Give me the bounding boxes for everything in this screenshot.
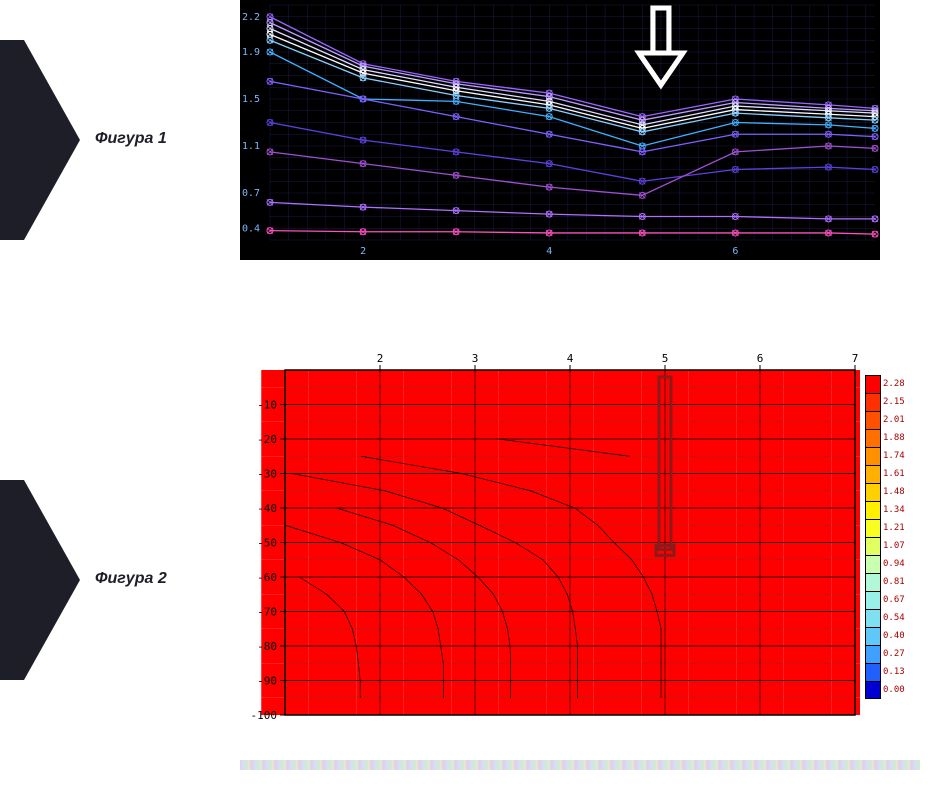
svg-text:-90: -90 [257,675,277,688]
legend-row: 2.15 [865,393,920,411]
svg-text:2.2: 2.2 [242,12,260,23]
legend-row: 2.28 [865,375,920,393]
legend-swatch [865,483,881,501]
figure2-label-block: Фигура 2 [0,480,200,680]
legend-value: 2.28 [883,379,905,389]
svg-text:7: 7 [852,352,859,365]
svg-text:0.4: 0.4 [242,223,260,234]
svg-text:-10: -10 [257,399,277,412]
figure1-line-chart: 0.4 0.7 1.1 1.5 1.9 2.2 2 4 6 [240,0,880,260]
legend-swatch [865,429,881,447]
legend-value: 1.34 [883,505,905,515]
svg-text:-30: -30 [257,468,277,481]
svg-text:3: 3 [472,352,479,365]
legend-row: 2.01 [865,411,920,429]
legend-row: 0.81 [865,573,920,591]
legend-value: 1.74 [883,451,905,461]
legend-swatch [865,591,881,609]
legend-swatch [865,501,881,519]
legend-row: 0.94 [865,555,920,573]
svg-text:-100: -100 [251,709,278,720]
legend-swatch [865,411,881,429]
legend-row: 0.54 [865,609,920,627]
figure2-caption: Фигура 2 [95,570,167,588]
svg-text:-20: -20 [257,433,277,446]
legend-row: 0.40 [865,627,920,645]
colorbar-legend: 2.28 2.15 2.01 1.88 1.74 1.61 1.48 1.34 … [865,375,920,699]
svg-text:0.7: 0.7 [242,188,260,199]
legend-row: 0.27 [865,645,920,663]
legend-value: 0.94 [883,559,905,569]
legend-swatch [865,555,881,573]
svg-text:-80: -80 [257,640,277,653]
svg-text:6: 6 [732,246,738,257]
figure2-heatmap: -10 -20 -30 -40 -50 -60 -70 -80 -90 -100 2 3 4 5 6 7 2.… [240,350,920,720]
legend-swatch [865,627,881,645]
arrow-shape [0,40,80,240]
legend-value: 0.13 [883,667,905,677]
legend-value: 1.48 [883,487,905,497]
legend-row: 1.74 [865,447,920,465]
svg-text:-60: -60 [257,571,277,584]
legend-value: 0.40 [883,631,905,641]
legend-row: 0.13 [865,663,920,681]
figure1-label-block: Фигура 1 [0,40,200,240]
legend-swatch [865,447,881,465]
svg-text:2: 2 [377,352,384,365]
svg-text:4: 4 [567,352,574,365]
svg-text:2: 2 [360,246,366,257]
legend-value: 2.01 [883,415,905,425]
svg-text:4: 4 [546,246,552,257]
svg-text:-70: -70 [257,606,277,619]
legend-swatch [865,609,881,627]
noise-strip [240,760,920,770]
figure1-caption: Фигура 1 [95,130,167,148]
legend-value: 0.67 [883,595,905,605]
legend-swatch [865,645,881,663]
legend-swatch [865,519,881,537]
legend-row: 1.07 [865,537,920,555]
legend-row: 0.00 [865,681,920,699]
legend-row: 1.21 [865,519,920,537]
legend-swatch [865,663,881,681]
legend-swatch [865,681,881,699]
legend-swatch [865,393,881,411]
legend-row: 0.67 [865,591,920,609]
svg-text:5: 5 [662,352,669,365]
legend-value: 0.27 [883,649,905,659]
legend-row: 1.34 [865,501,920,519]
svg-text:1.5: 1.5 [242,94,260,105]
legend-value: 1.21 [883,523,905,533]
figure1-svg: 0.4 0.7 1.1 1.5 1.9 2.2 2 4 6 [240,0,880,260]
legend-value: 0.54 [883,613,905,623]
legend-row: 1.88 [865,429,920,447]
arrow-shape [0,480,80,680]
legend-row: 1.48 [865,483,920,501]
legend-value: 1.88 [883,433,905,443]
legend-swatch [865,537,881,555]
legend-value: 0.00 [883,685,905,695]
svg-text:1.9: 1.9 [242,47,260,58]
legend-row: 1.61 [865,465,920,483]
legend-swatch [865,573,881,591]
legend-value: 0.81 [883,577,905,587]
legend-value: 1.07 [883,541,905,551]
legend-value: 2.15 [883,397,905,407]
figure2-svg: -10 -20 -30 -40 -50 -60 -70 -80 -90 -100 2 3 4 5 6 7 [240,350,860,720]
svg-text:-50: -50 [257,537,277,550]
legend-swatch [865,375,881,393]
svg-text:6: 6 [757,352,764,365]
svg-text:-40: -40 [257,502,277,515]
svg-text:1.1: 1.1 [242,141,260,152]
legend-value: 1.61 [883,469,905,479]
legend-swatch [865,465,881,483]
